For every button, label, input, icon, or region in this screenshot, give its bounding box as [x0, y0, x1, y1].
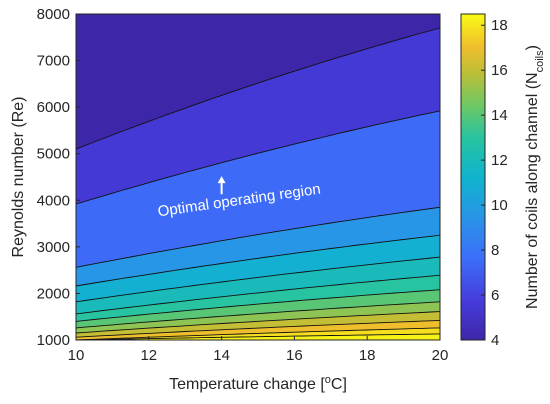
colorbar-tick-label: 12 — [491, 152, 508, 169]
contour-line — [75, 234, 441, 287]
x-tick-label: 12 — [140, 347, 157, 364]
colorbar-gradient — [460, 13, 486, 341]
x-tick-label: 18 — [359, 347, 376, 364]
contour-line — [75, 274, 441, 315]
colorbar: 4 6 8 10 12 14 16 18 Number of coils along chan… — [460, 13, 546, 349]
colorbar-tick-label: 18 — [491, 17, 508, 34]
colorbar-tick-label: 16 — [491, 62, 508, 79]
colorbar-tick-label: 4 — [491, 332, 499, 349]
contour-line — [75, 110, 441, 205]
y-tick-label: 7000 — [37, 53, 70, 70]
colorbar-tick-label: 6 — [491, 287, 499, 304]
colorbar-tick-label: 10 — [491, 197, 508, 214]
x-tick-label: 20 — [432, 347, 449, 364]
y-axis-label: Reynolds number (Re) — [10, 97, 27, 258]
contour-line — [75, 333, 441, 341]
y-tick-label: 6000 — [37, 99, 70, 116]
contour-line — [75, 311, 441, 334]
y-axis: 1000 2000 3000 4000 5000 6000 7000 8000 — [37, 6, 80, 349]
y-tick-label: 1000 — [37, 332, 70, 349]
contour-fills — [75, 13, 441, 341]
contour-line — [75, 206, 441, 268]
y-tick-label: 4000 — [37, 192, 70, 209]
colorbar-tick-label: 8 — [491, 242, 499, 259]
x-tick-label: 10 — [68, 347, 85, 364]
y-tick-label: 5000 — [37, 146, 70, 163]
contour-line — [75, 27, 441, 150]
contour-line — [75, 256, 441, 303]
y-tick-label: 8000 — [37, 6, 70, 23]
contour-line — [75, 327, 441, 341]
contour-line — [75, 319, 441, 338]
x-axis-label: Temperature change [oC] — [169, 374, 347, 393]
colorbar-tick-label: 14 — [491, 107, 508, 124]
contour-line — [75, 301, 441, 329]
contour-lines — [75, 27, 441, 341]
x-tick-label: 16 — [286, 347, 303, 364]
x-tick-label: 14 — [213, 347, 230, 364]
contour-line — [75, 289, 441, 322]
arrow-head-icon — [217, 176, 226, 184]
plot-frame — [75, 13, 441, 341]
y-tick-label: 3000 — [37, 239, 70, 256]
colorbar-label: Number of coils along channel (Ncoils) — [524, 45, 546, 309]
colorbar-ticks: 4 6 8 10 12 14 16 18 — [481, 17, 508, 349]
y-tick-label: 2000 — [37, 285, 70, 302]
x-axis: 10 12 14 16 18 20 — [68, 336, 449, 364]
